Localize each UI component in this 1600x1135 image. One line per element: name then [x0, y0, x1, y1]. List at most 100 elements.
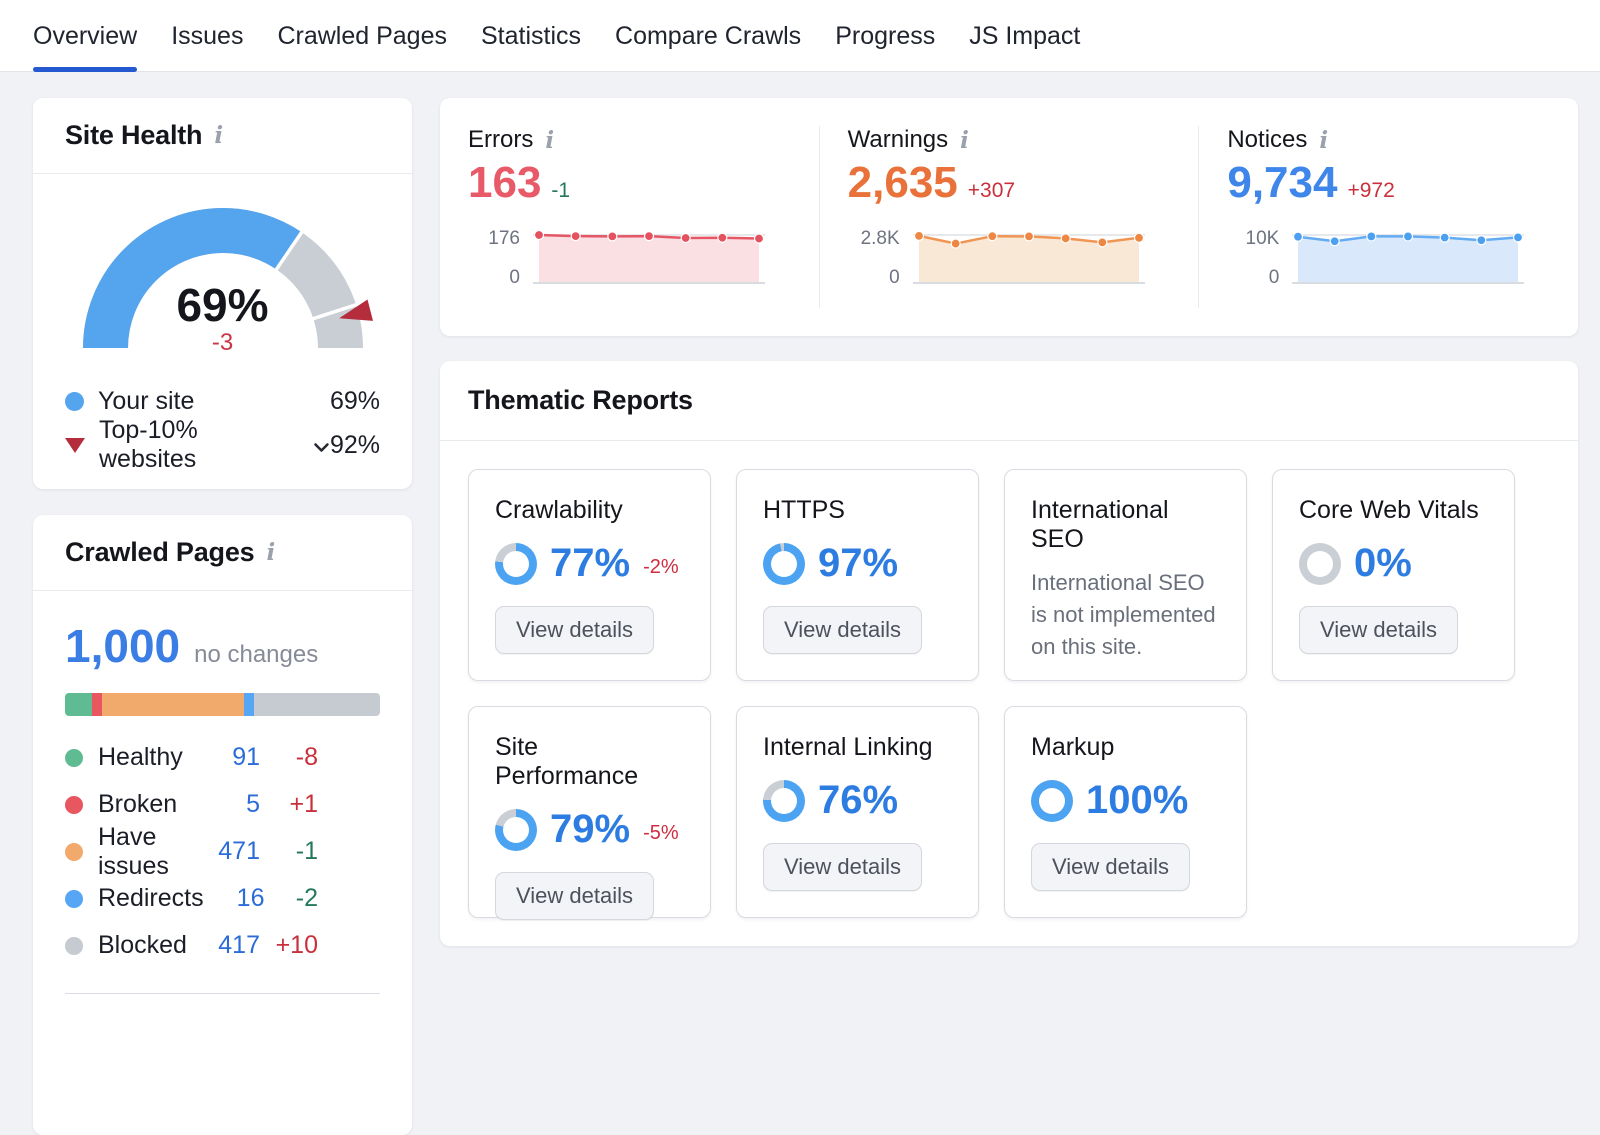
left-column: Site Health i 69% -3 Your site	[33, 98, 412, 1135]
info-icon[interactable]: i	[960, 126, 969, 154]
tab-compare-crawls[interactable]: Compare Crawls	[615, 0, 801, 71]
site-health-score-delta: -3	[211, 329, 234, 356]
category-count[interactable]: 16	[236, 884, 265, 912]
category-count[interactable]: 91	[232, 743, 260, 771]
thematic-tile-international-seo: International SEO International SEO is n…	[1004, 469, 1247, 681]
category-delta: +1	[289, 790, 318, 818]
category-count[interactable]: 471	[218, 837, 260, 865]
gauge-chart	[82, 208, 373, 349]
category-label: Redirects	[98, 884, 204, 912]
trend-sparkline	[1292, 231, 1525, 284]
tab-crawled-pages[interactable]: Crawled Pages	[277, 0, 447, 71]
notices-metric: Notices i 9,734 +972 10K 0	[1198, 126, 1578, 308]
main-content: Site Health i 69% -3 Your site	[0, 72, 1600, 1135]
score-donut-chart	[763, 542, 805, 585]
view-details-button[interactable]: View details	[1031, 843, 1190, 891]
category-dot-icon	[65, 842, 83, 861]
thematic-report-title: Core Web Vitals	[1299, 496, 1479, 524]
metric-value[interactable]: 9,734	[1227, 158, 1338, 207]
category-dot-icon	[65, 889, 83, 908]
tab-js-impact[interactable]: JS Impact	[969, 0, 1080, 71]
crawled-pages-row: Have issues 471 -1	[65, 823, 318, 880]
thematic-report-score-row: 77% -2%	[495, 541, 684, 586]
thematic-report-title: Markup	[1031, 733, 1115, 761]
thematic-tile-markup: Markup 100% View details	[1004, 706, 1247, 918]
thematic-reports-header: Thematic Reports	[440, 361, 1578, 441]
legend-value: 69%	[329, 386, 380, 415]
tab-label: Crawled Pages	[277, 22, 447, 50]
site-health-gauge: 69% -3	[68, 196, 378, 361]
crawled-total[interactable]: 1,000	[65, 620, 181, 672]
site-health-body: 69% -3 Your site 69% Top-10% websites 92…	[33, 174, 412, 489]
view-details-button[interactable]: View details	[495, 606, 654, 654]
tab-label: Overview	[33, 22, 138, 50]
metric-header: Errors i	[468, 126, 791, 154]
metric-header: Notices i	[1227, 126, 1550, 154]
category-dot-icon	[65, 795, 83, 814]
crawled-pages-stacked-bar	[65, 693, 380, 716]
tab-progress[interactable]: Progress	[835, 0, 935, 71]
legend-value: 92%	[329, 430, 380, 459]
thematic-report-title: Crawlability	[495, 496, 623, 524]
metric-label: Notices	[1227, 126, 1308, 153]
category-dot-icon	[65, 936, 83, 955]
divider	[65, 993, 380, 994]
legend-label: Your site	[98, 386, 195, 415]
axis-max-label: 176	[488, 228, 520, 249]
score-delta: -5%	[643, 822, 679, 844]
metric-label: Warnings	[847, 126, 949, 153]
info-icon[interactable]: i	[545, 126, 555, 154]
thematic-reports-card: Thematic Reports Crawlability 77% -2% Vi…	[440, 361, 1578, 946]
trend-sparkline	[533, 229, 765, 284]
score-percent: 100%	[1086, 778, 1189, 822]
crawled-pages-body: 1,000 no changes Healthy 91 -8 Broken 5 …	[33, 591, 412, 994]
tab-issues[interactable]: Issues	[171, 0, 243, 71]
right-column: Errors i 163 -1 176 0 Warnings i 2,635 +…	[440, 98, 1578, 946]
bar-segment-broken	[92, 693, 103, 716]
legend-marker-icon	[65, 437, 85, 453]
category-delta: -2	[295, 884, 318, 912]
crawled-pages-row: Healthy 91 -8	[65, 734, 318, 781]
view-details-button[interactable]: View details	[763, 843, 922, 891]
tab-overview[interactable]: Overview	[33, 0, 138, 72]
trend-sparkline	[912, 230, 1145, 284]
tab-statistics[interactable]: Statistics	[481, 0, 581, 71]
view-details-button[interactable]: View details	[763, 606, 922, 654]
view-details-button[interactable]: View details	[495, 872, 654, 920]
thematic-report-score-row: 100%	[1031, 778, 1220, 823]
score-percent: 97%	[818, 541, 899, 585]
chevron-down-icon[interactable]	[313, 442, 330, 453]
thematic-report-score-row: 76%	[763, 778, 952, 823]
metric-value[interactable]: 163	[468, 158, 542, 207]
metric-header: Warnings i	[848, 126, 1171, 154]
category-delta: -1	[295, 837, 318, 865]
axis-min-label: 0	[509, 267, 520, 288]
category-dot-icon	[65, 748, 83, 767]
thematic-report-title: HTTPS	[763, 496, 845, 524]
legend-marker-icon	[65, 391, 84, 411]
info-icon[interactable]: i	[1319, 126, 1329, 154]
score-percent: 77%	[550, 541, 631, 585]
info-icon[interactable]: i	[214, 122, 224, 149]
issues-summary-card: Errors i 163 -1 176 0 Warnings i 2,635 +…	[440, 98, 1578, 336]
thematic-reports-title: Thematic Reports	[468, 385, 693, 415]
axis-max-label: 10K	[1245, 228, 1280, 249]
crawled-pages-row: Broken 5 +1	[65, 781, 318, 828]
tab-label: Progress	[835, 22, 936, 50]
report-tabs: Overview Issues Crawled Pages Statistics Com…	[0, 0, 1600, 72]
bar-segment-healthy	[65, 693, 93, 716]
info-icon[interactable]: i	[266, 539, 276, 566]
metric-value[interactable]: 2,635	[847, 158, 958, 207]
metric-delta: +972	[1347, 179, 1395, 202]
bar-segment-redirects	[244, 693, 255, 716]
category-count[interactable]: 417	[218, 931, 260, 959]
thematic-report-title: Site Performance	[495, 733, 639, 790]
thematic-report-message: International SEO is not implemented on …	[1031, 570, 1216, 659]
axis-min-label: 0	[1268, 267, 1280, 288]
legend-row[interactable]: Top-10% websites 92%	[65, 416, 380, 473]
category-count[interactable]: 5	[246, 790, 260, 818]
view-details-button[interactable]: View details	[1299, 606, 1458, 654]
crawled-total-note: no changes	[194, 641, 319, 668]
crawled-pages-list: Healthy 91 -8 Broken 5 +1 Have issues 47…	[65, 734, 380, 969]
metric-delta: -1	[551, 179, 571, 202]
